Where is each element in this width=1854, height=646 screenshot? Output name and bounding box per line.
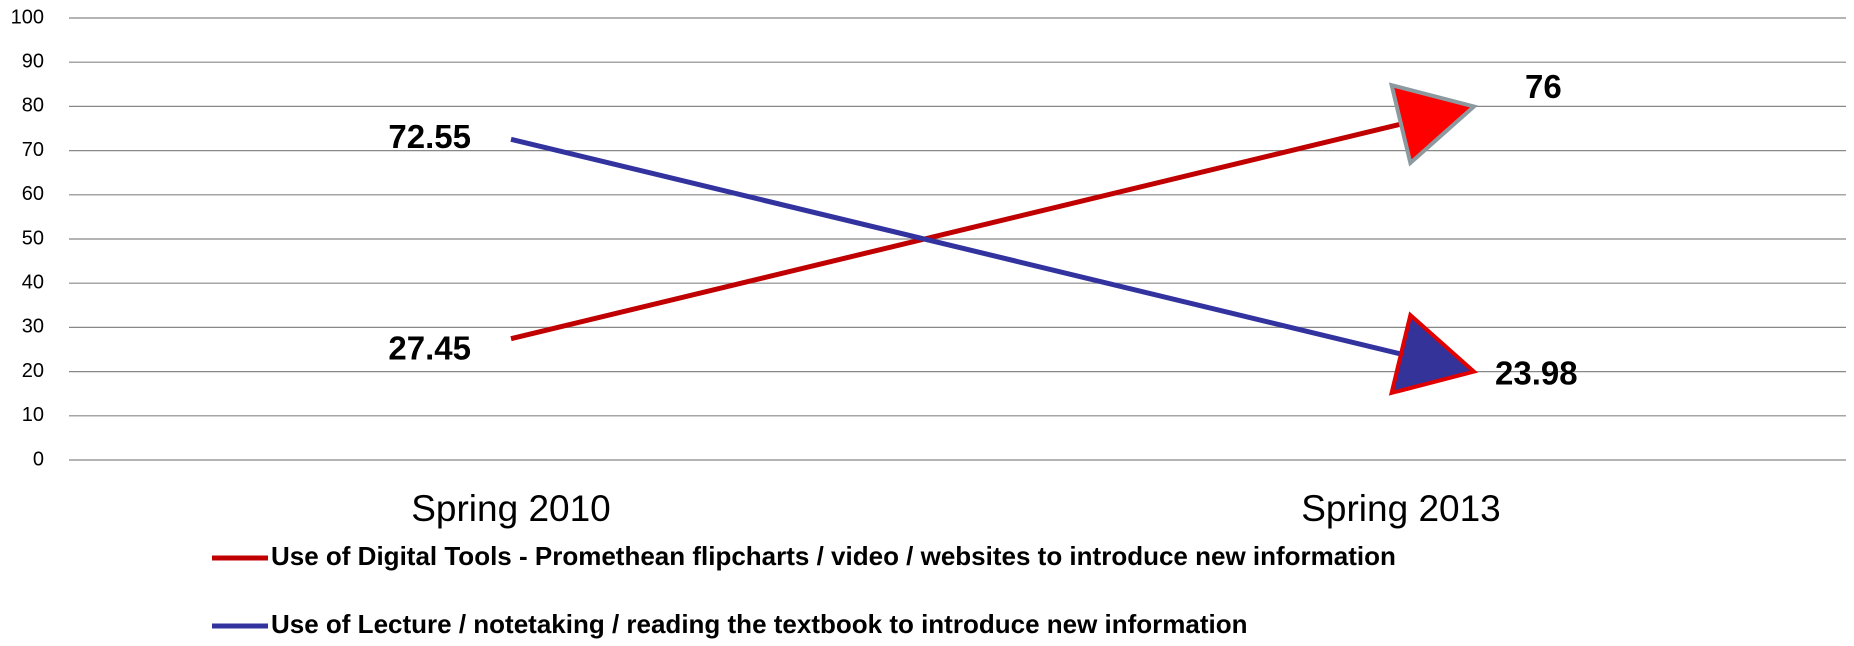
value-label: 23.98 bbox=[1495, 355, 1578, 392]
x-tick-label: Spring 2010 bbox=[411, 488, 611, 529]
value-label: 27.45 bbox=[388, 329, 471, 366]
arrow-head bbox=[1388, 311, 1479, 396]
y-tick-label: 90 bbox=[22, 50, 44, 72]
y-tick-label: 40 bbox=[22, 271, 44, 293]
arrow-head bbox=[1388, 82, 1479, 167]
y-tick-label: 20 bbox=[22, 360, 44, 382]
y-tick-label: 60 bbox=[22, 183, 44, 205]
y-tick-label: 70 bbox=[22, 139, 44, 161]
y-tick-label: 0 bbox=[33, 448, 44, 470]
value-label: 72.55 bbox=[388, 118, 471, 155]
y-tick-label: 80 bbox=[22, 95, 44, 117]
line bbox=[510, 136, 1402, 357]
legend-label: Use of Lecture / notetaking / reading th… bbox=[271, 609, 1248, 639]
value-label: 76 bbox=[1525, 68, 1562, 105]
line bbox=[510, 121, 1402, 342]
y-tick-label: 100 bbox=[11, 6, 44, 28]
x-tick-label: Spring 2013 bbox=[1301, 488, 1501, 529]
y-tick-label: 50 bbox=[22, 227, 44, 249]
y-tick-label: 10 bbox=[22, 404, 44, 426]
y-tick-label: 30 bbox=[22, 316, 44, 338]
legend-label: Use of Digital Tools - Promethean flipch… bbox=[271, 541, 1396, 571]
